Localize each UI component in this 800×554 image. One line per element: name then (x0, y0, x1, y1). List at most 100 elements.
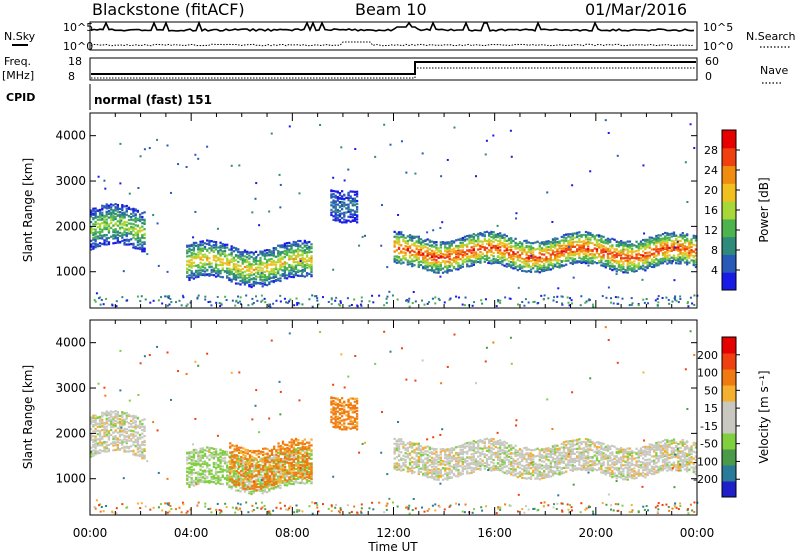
velocity-pixel (141, 453, 144, 456)
power-pixel (206, 145, 209, 148)
power-pixel (488, 260, 491, 263)
velocity-pixel (110, 420, 113, 423)
velocity-pixel (285, 454, 289, 457)
velocity-pixel (435, 478, 438, 481)
power-pixel (686, 248, 689, 251)
power-pixel (419, 251, 423, 254)
power-pixel (578, 234, 581, 237)
power-pixel (569, 242, 572, 245)
power-pixel (243, 276, 247, 279)
velocity-pixel (422, 463, 425, 466)
power-pixel (659, 237, 662, 241)
velocity-pixel (118, 429, 122, 432)
power-pixel (461, 265, 464, 268)
velocity-pixel (92, 419, 95, 422)
velocity-pixel (437, 474, 440, 477)
power-pixel (105, 237, 108, 240)
velocity-pixel (292, 482, 295, 486)
power-pixel (197, 264, 200, 267)
velocity-pixel (114, 414, 117, 417)
power-pixel (283, 253, 287, 256)
power-pixel (190, 270, 193, 273)
power-pixel (132, 226, 135, 229)
power-pixel (631, 247, 634, 250)
power-pixel (430, 252, 434, 255)
power-pixel (121, 234, 124, 237)
power-pixel (188, 277, 191, 280)
power-pixel (426, 250, 429, 254)
power-pixel (602, 240, 605, 243)
power-pixel (104, 187, 107, 190)
power-pixel (221, 261, 224, 264)
velocity-pixel (199, 463, 202, 466)
power-pixel (272, 273, 275, 276)
velocity-pixel (237, 457, 240, 460)
power-pixel (633, 244, 636, 247)
power-pixel (630, 303, 633, 306)
velocity-pixel (141, 443, 144, 446)
power-pixel (353, 298, 356, 301)
power-pixel (356, 304, 359, 307)
power-pixel (644, 238, 647, 241)
velocity-pixel (338, 427, 342, 430)
power-pixel (628, 265, 632, 268)
power-pixel (374, 155, 377, 158)
velocity-pixel (212, 447, 216, 450)
velocity-pixel (212, 465, 216, 468)
power-pixel (439, 256, 442, 259)
velocity-pixel (226, 474, 229, 477)
velocity-pixel (143, 427, 146, 430)
velocity-pixel (435, 453, 438, 456)
power-pixel (136, 235, 140, 238)
power-pixel (101, 237, 104, 240)
power-pixel (143, 242, 146, 245)
power-pixel (499, 241, 502, 244)
velocity-pixel (400, 442, 403, 446)
power-pixel (648, 263, 651, 266)
velocity-pixel (112, 435, 115, 439)
power-pixel (237, 282, 240, 285)
power-pixel (265, 270, 269, 273)
velocity-pixel (243, 483, 247, 486)
power-pixel (666, 236, 669, 240)
power-pixel (512, 267, 515, 270)
power-pixel (524, 298, 527, 301)
power-pixel (290, 272, 293, 275)
power-pixel (598, 235, 601, 238)
power-pixel (555, 300, 558, 303)
velocity-pixel (125, 414, 128, 417)
velocity-pixel (94, 421, 97, 424)
velocity-pixel (141, 432, 144, 435)
power-pixel (279, 260, 282, 264)
power-pixel (134, 224, 137, 227)
velocity-pixel (332, 400, 335, 403)
velocity-pixel (234, 472, 238, 476)
power-pixel (94, 300, 97, 303)
power-pixel (216, 227, 219, 230)
power-pixel (121, 204, 124, 207)
power-pixel (138, 239, 142, 242)
power-pixel (338, 192, 342, 195)
velocity-pixel (94, 414, 97, 417)
velocity-pixel (252, 467, 255, 470)
power-pixel (261, 263, 264, 266)
velocity-pixel (92, 449, 95, 452)
power-pixel (263, 278, 267, 281)
power-pixel (565, 233, 568, 236)
power-pixel (633, 265, 636, 268)
power-pixel (98, 210, 102, 213)
power-pixel (624, 256, 627, 260)
velocity-pixel (397, 447, 401, 450)
power-pixel (353, 216, 357, 220)
power-pixel (661, 262, 665, 265)
power-pixel (290, 251, 293, 254)
power-pixel (470, 259, 473, 262)
power-pixel (251, 211, 254, 214)
power-pixel (397, 261, 401, 264)
power-pixel (112, 216, 115, 220)
power-pixel (194, 241, 198, 244)
power-pixel (626, 251, 629, 254)
power-pixel (400, 235, 403, 239)
velocity-pixel (143, 457, 146, 460)
power-pixel (589, 261, 592, 265)
